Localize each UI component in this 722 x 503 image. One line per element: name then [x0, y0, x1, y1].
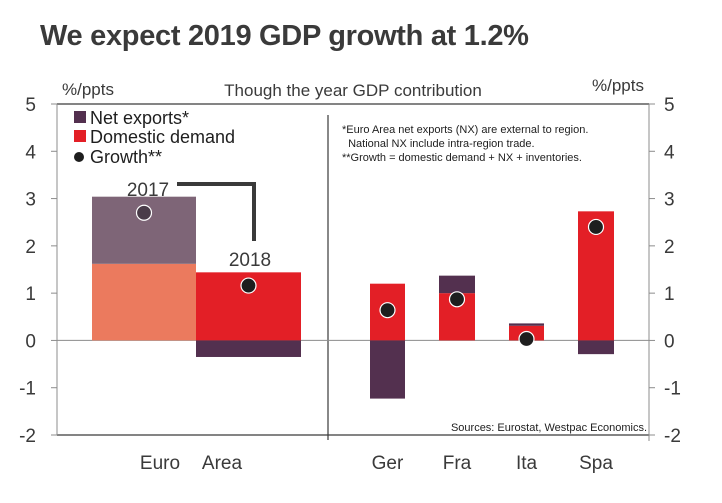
legend-swatch [74, 130, 86, 142]
legend-label: Net exports* [90, 108, 189, 128]
annotations: 2017 2018 [127, 180, 271, 271]
y-tick-label-right: 3 [664, 190, 675, 211]
source-note: Sources: Eurostat, Westpac Economics. [451, 422, 647, 434]
growth-dot [240, 277, 257, 294]
note-line-1: *Euro Area net exports (NX) are external… [342, 124, 588, 136]
growth-dot [448, 291, 466, 308]
y-axis-label-left: %/ppts [62, 80, 114, 99]
chart-subtitle: Though the year GDP contribution [224, 81, 482, 100]
axes: 5 5 4 4 3 3 2 2 1 1 0 0 -1 -1 -2 -2 Ger Fra Ita Spa Euro Area [19, 95, 681, 474]
y-tick-label-left: 1 [25, 284, 36, 305]
note-line-2: National NX include intra-region trade. [342, 138, 535, 150]
note-line-3: **Growth = domestic demand + NX + invent… [342, 152, 582, 164]
x-tick-label: Ger [372, 453, 404, 474]
y-tick-label-right: 4 [664, 142, 675, 163]
y-tick-label-left: -1 [19, 379, 36, 400]
growth-dot [135, 204, 153, 221]
y-tick-label-right: -1 [664, 379, 681, 400]
chart-title: We expect 2019 GDP growth at 1.2% [40, 20, 529, 52]
y-tick-label-left: 3 [25, 190, 36, 211]
y-axis-label-right: %/ppts [592, 76, 644, 95]
bar-net-exports [196, 340, 301, 357]
growth-dot [518, 330, 535, 348]
y-tick-label-left: 2 [25, 237, 36, 258]
y-tick-label-left: 5 [25, 95, 36, 116]
bars [92, 196, 614, 399]
y-tick-label-left: 4 [25, 142, 36, 163]
legend-label: Domestic demand [90, 127, 235, 147]
y-tick-label-right: -2 [664, 426, 681, 447]
notes: *Euro Area net exports (NX) are external… [342, 124, 588, 164]
y-tick-label-right: 2 [664, 237, 675, 258]
legend-label: Growth** [90, 147, 162, 167]
x-tick-label-euro: Euro [140, 453, 180, 474]
y-tick-label-right: 0 [664, 331, 675, 352]
x-tick-label-area: Area [202, 453, 243, 474]
y-tick-label-left: 0 [25, 331, 36, 352]
x-tick-label: Ita [516, 453, 538, 474]
annotation-2017: 2017 [127, 180, 169, 201]
bar-net-exports [509, 323, 544, 326]
growth-dot [587, 218, 605, 236]
y-tick-label-right: 5 [664, 95, 675, 116]
y-tick-label-left: -2 [19, 426, 36, 447]
bar-net-exports [578, 340, 614, 355]
growth-dots [135, 204, 605, 348]
bar-net-exports [370, 340, 405, 399]
growth-dot [379, 302, 396, 319]
legend-swatch [74, 111, 86, 123]
annotation-2018: 2018 [229, 250, 271, 271]
x-tick-label: Fra [443, 453, 472, 474]
bar-net-exports [439, 275, 475, 294]
legend-swatch [74, 152, 84, 162]
x-tick-label: Spa [579, 453, 613, 474]
bar-domestic-demand [92, 263, 196, 341]
annotation-connector [177, 182, 256, 241]
y-tick-label-right: 1 [664, 284, 675, 305]
